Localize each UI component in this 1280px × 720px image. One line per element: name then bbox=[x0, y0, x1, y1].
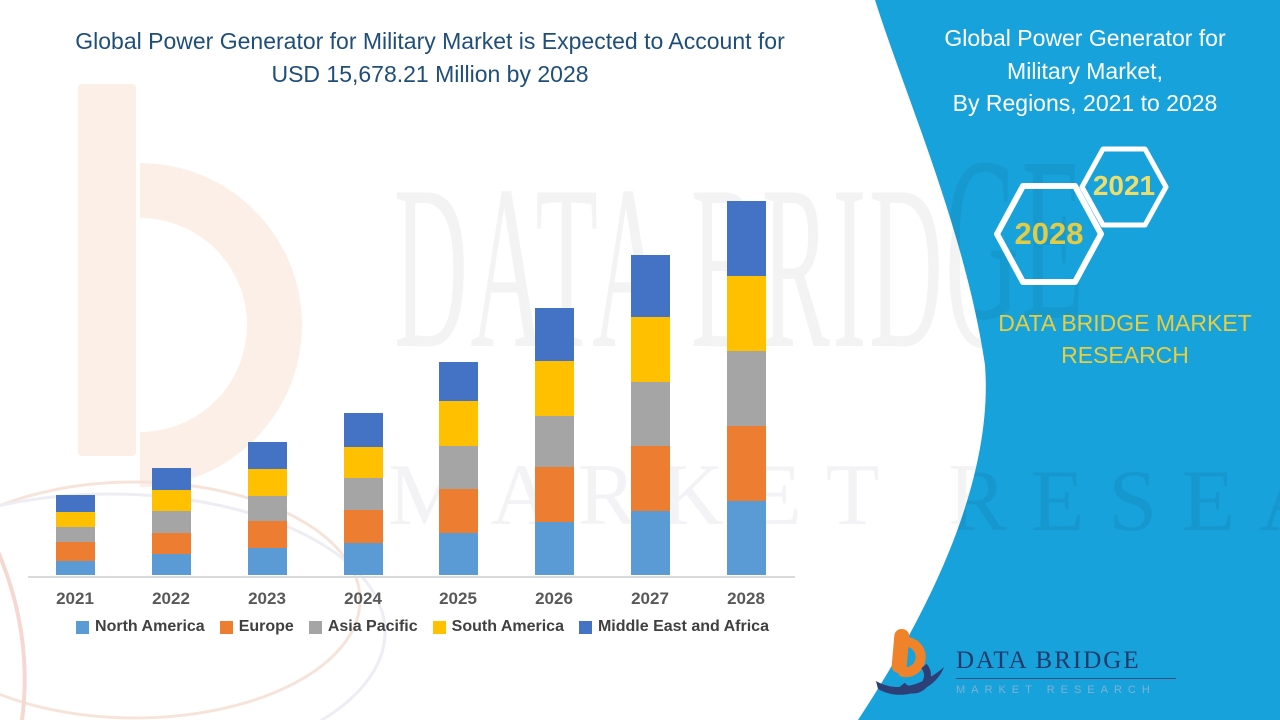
watermark-b-stem bbox=[78, 84, 136, 456]
legend-swatch bbox=[308, 620, 322, 634]
legend-label: North America bbox=[95, 618, 205, 635]
legend-label: Asia Pacific bbox=[327, 618, 418, 635]
bar-2026 bbox=[534, 307, 574, 575]
bar-segment-europe bbox=[534, 466, 574, 522]
bar-segment-north-america bbox=[151, 554, 191, 575]
logo-tagline: MARKET RESEARCH bbox=[956, 684, 1156, 696]
x-axis-label-2023: 2023 bbox=[248, 589, 286, 608]
bar-2027 bbox=[630, 254, 670, 575]
legend-label: Europe bbox=[238, 618, 294, 635]
bar-segment-north-america bbox=[55, 560, 95, 575]
bar-segment-europe bbox=[630, 445, 670, 512]
bar-segment-middle-east-and-africa bbox=[55, 494, 95, 512]
watermark-swoosh-arc bbox=[0, 480, 362, 720]
bar-segment-middle-east-and-africa bbox=[726, 200, 766, 276]
x-axis-label-2028: 2028 bbox=[727, 589, 765, 608]
bar-segment-south-america bbox=[534, 360, 574, 416]
bar-segment-europe bbox=[438, 489, 478, 534]
bar-segment-south-america bbox=[247, 469, 287, 496]
legend-item-middle-east-and-africa: Middle East and Africa bbox=[578, 618, 769, 636]
bar-segment-asia-pacific bbox=[151, 510, 191, 533]
bar-segment-south-america bbox=[55, 511, 95, 528]
legend-item-europe: Europe bbox=[219, 618, 294, 636]
bar-segment-europe bbox=[343, 509, 383, 544]
bar-segment-asia-pacific bbox=[726, 350, 766, 427]
bar-segment-middle-east-and-africa bbox=[438, 361, 478, 402]
data-bridge-logo-icon bbox=[876, 629, 944, 695]
bar-2023 bbox=[247, 441, 287, 575]
x-axis-label-2021: 2021 bbox=[56, 589, 94, 608]
bar-segment-asia-pacific bbox=[343, 477, 383, 510]
legend-swatch bbox=[219, 620, 233, 634]
panel-title: Global Power Generator for Military Mark… bbox=[944, 25, 1226, 117]
bar-segment-north-america bbox=[343, 543, 383, 575]
bar-segment-europe bbox=[55, 542, 95, 561]
bar-2025 bbox=[438, 361, 478, 575]
bar-segment-south-america bbox=[726, 275, 766, 351]
data-bridge-logo: DATA BRIDGE MARKET RESEARCH bbox=[872, 625, 1176, 705]
bar-2022 bbox=[151, 468, 191, 575]
x-axis-label-2027: 2027 bbox=[631, 589, 669, 608]
bar-segment-asia-pacific bbox=[247, 495, 287, 521]
bar-2021 bbox=[55, 494, 95, 575]
bar-segment-south-america bbox=[438, 401, 478, 446]
legend-swatch bbox=[432, 620, 446, 634]
bar-segment-north-america bbox=[630, 511, 670, 575]
x-axis-label-2024: 2024 bbox=[344, 589, 382, 608]
bar-segment-asia-pacific bbox=[55, 527, 95, 543]
legend-swatch bbox=[76, 620, 90, 634]
legend-label: South America bbox=[451, 618, 564, 635]
hexagon-2021-label: 2021 bbox=[1092, 170, 1156, 201]
bar-segment-north-america bbox=[726, 501, 766, 575]
bar-segment-north-america bbox=[438, 533, 478, 575]
brand-caption: DATA BRIDGE MARKET RESEARCH bbox=[998, 310, 1252, 368]
legend-item-asia-pacific: Asia Pacific bbox=[308, 618, 418, 636]
bar-2024 bbox=[343, 413, 383, 575]
watermark-swoosh-arc bbox=[0, 492, 387, 720]
bar-segment-asia-pacific bbox=[438, 445, 478, 490]
x-axis-label-2022: 2022 bbox=[152, 589, 190, 608]
bar-chart-plot bbox=[55, 200, 766, 575]
bar-segment-middle-east-and-africa bbox=[534, 307, 574, 361]
bar-segment-middle-east-and-africa bbox=[247, 441, 287, 470]
legend: North America Europe Asia Pacific South Ame… bbox=[25, 618, 820, 636]
logo-name: DATA BRIDGE bbox=[956, 647, 1141, 674]
bar-segment-south-america bbox=[343, 446, 383, 478]
bar-segment-south-america bbox=[151, 489, 191, 511]
bar-segment-europe bbox=[247, 520, 287, 548]
bar-segment-north-america bbox=[247, 547, 287, 575]
x-axis-label-2025: 2025 bbox=[439, 589, 477, 608]
bar-segment-europe bbox=[151, 533, 191, 554]
bar-segment-north-america bbox=[534, 522, 574, 575]
bar-segment-europe bbox=[726, 426, 766, 502]
legend-label: Middle East and Africa bbox=[597, 618, 769, 635]
watermark-edge-curve bbox=[0, 551, 27, 720]
legend-item-north-america: North America bbox=[76, 618, 205, 636]
legend-swatch bbox=[578, 620, 592, 634]
logo-divider bbox=[956, 678, 1176, 679]
x-axis-line bbox=[28, 576, 795, 578]
bar-segment-south-america bbox=[630, 317, 670, 382]
bar-segment-middle-east-and-africa bbox=[343, 413, 383, 447]
hexagon-2028-label: 2028 bbox=[1014, 216, 1084, 251]
hexagon-2021 bbox=[1079, 146, 1169, 228]
bar-2028 bbox=[726, 200, 766, 575]
watermark-b-bowl bbox=[140, 163, 302, 487]
x-axis-label-2026: 2026 bbox=[535, 589, 573, 608]
logo-text: DATA BRIDGE MARKET RESEARCH bbox=[956, 647, 1176, 696]
chart-title: Global Power Generator for Military Mark… bbox=[75, 28, 785, 87]
bar-segment-middle-east-and-africa bbox=[630, 254, 670, 318]
bar-segment-asia-pacific bbox=[630, 381, 670, 446]
right-panel-shape bbox=[858, 0, 1280, 720]
bar-segment-middle-east-and-africa bbox=[151, 468, 191, 490]
hexagon-2028 bbox=[994, 183, 1104, 285]
bar-segment-asia-pacific bbox=[534, 415, 574, 467]
legend-item-south-america: South America bbox=[432, 618, 564, 636]
svg-text:MARKET RESEARCH: MARKET RESEARCH bbox=[388, 453, 1280, 550]
